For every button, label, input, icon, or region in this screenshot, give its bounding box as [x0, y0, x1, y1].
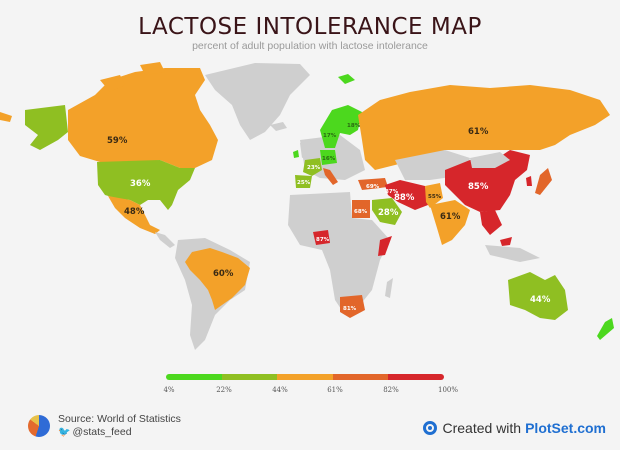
region-germany [320, 150, 337, 165]
region-greenland [205, 63, 310, 140]
legend-tick: 100% [437, 386, 459, 394]
label-russia: 61% [468, 127, 489, 137]
label-france: 23% [307, 165, 321, 171]
region-new-zealand [597, 318, 614, 340]
region-france [303, 158, 322, 176]
region-japan [535, 168, 552, 195]
legend-bin-22-44 [221, 374, 278, 380]
label-iraq: 87% [385, 189, 399, 195]
legend-tick: 61% [327, 386, 343, 394]
label-finland: 18% [347, 123, 361, 129]
label-iran: 88% [394, 193, 415, 203]
label-nigeria: 87% [316, 237, 330, 243]
region-egypt [352, 200, 370, 218]
pie-chart-icon [28, 415, 50, 437]
label-saudi-arabia: 28% [378, 208, 399, 218]
legend-bin-44-61 [277, 374, 333, 380]
region-se-asia [480, 210, 502, 235]
region-russia [358, 85, 610, 170]
legend-bin-4-22 [166, 374, 222, 380]
region-madagascar [385, 278, 393, 298]
label-china: 85% [468, 182, 489, 192]
region-africa [288, 192, 390, 315]
region-italy [323, 168, 338, 185]
region-mongolia [470, 152, 510, 168]
region-korea [526, 176, 532, 186]
region-mexico [108, 196, 160, 234]
label-usa: 36% [130, 179, 151, 189]
region-nigeria [313, 230, 330, 245]
region-svalbard [338, 74, 355, 84]
legend-tick: 82% [383, 386, 399, 394]
legend-bin-82-100 [388, 374, 444, 380]
legend-tick: 22% [216, 386, 232, 394]
region-indonesia [485, 245, 540, 262]
label-mexico: 48% [124, 207, 145, 217]
region-turkey [358, 178, 388, 190]
region-alaska [25, 105, 68, 150]
label-spain: 25% [297, 180, 311, 186]
region-scandinavia [320, 105, 362, 148]
world-map: 59% 36% 48% 60% 61% 85% 61% 88% 69% 68% … [0, 62, 614, 350]
region-uk [300, 140, 310, 158]
region-iceland [270, 122, 287, 131]
label-australia: 44% [530, 295, 551, 305]
region-ireland [293, 150, 299, 158]
page-title: LACTOSE INTOLERANCE MAP [138, 14, 482, 40]
source-text: Source: World of Statistics [58, 413, 181, 425]
legend-ticks: 4% 22% 44% 61% 82% 100% [163, 386, 459, 400]
plotset-logo-icon [422, 421, 437, 435]
label-south-africa: 81% [343, 306, 357, 312]
region-middle-east-high [385, 180, 428, 210]
region-china [445, 150, 530, 212]
label-germany: 16% [322, 156, 336, 162]
region-canada [68, 68, 218, 168]
plotset-brand[interactable]: PlotSet.com [525, 420, 606, 436]
plotset-credit[interactable]: Created with PlotSet.com [422, 420, 606, 436]
region-south-africa [340, 295, 365, 318]
region-australia [508, 272, 568, 320]
region-india [430, 200, 470, 245]
region-somalia [378, 236, 392, 256]
label-egypt: 68% [354, 209, 368, 215]
created-with-text: Created with [442, 420, 522, 436]
label-turkey: 69% [366, 184, 380, 190]
legend-tick: 44% [272, 386, 288, 394]
label-canada: 59% [107, 136, 128, 146]
color-legend [166, 374, 444, 380]
region-spain [295, 175, 312, 188]
region-canada-islands [0, 62, 165, 122]
page-subtitle: percent of adult population with lactose… [192, 40, 428, 52]
label-sweden: 17% [323, 133, 337, 139]
source-block: Source: World of Statistics 🐦 @stats_feed [28, 413, 181, 439]
label-pakistan: 55% [428, 194, 442, 200]
region-saudi-arabia [372, 198, 402, 225]
legend-bin-61-82 [332, 374, 389, 380]
region-pakistan [425, 183, 443, 208]
region-central-america [155, 232, 175, 248]
twitter-handle[interactable]: @stats_feed [72, 426, 132, 438]
twitter-icon: 🐦 [58, 427, 71, 438]
region-usa [97, 160, 195, 210]
legend-tick: 4% [163, 386, 175, 394]
region-brazil [185, 248, 250, 310]
label-brazil: 60% [213, 269, 234, 279]
region-malaysia [500, 237, 512, 246]
label-india: 61% [440, 212, 461, 222]
